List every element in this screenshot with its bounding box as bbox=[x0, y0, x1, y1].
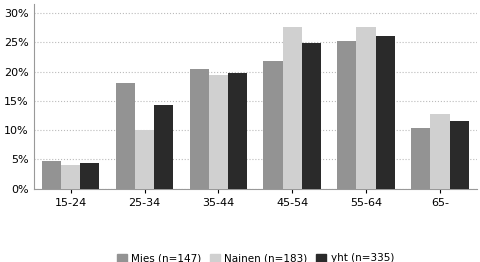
Bar bbox=[228, 73, 247, 189]
Legend: Mies (n=147), Nainen (n=183), yht (n=335): Mies (n=147), Nainen (n=183), yht (n=335… bbox=[112, 249, 397, 262]
Bar bbox=[301, 43, 320, 189]
Bar bbox=[282, 27, 301, 189]
Bar bbox=[154, 105, 173, 189]
Bar bbox=[410, 128, 430, 189]
Bar bbox=[375, 36, 394, 189]
Bar bbox=[449, 121, 468, 189]
Bar bbox=[336, 41, 356, 189]
Bar bbox=[61, 165, 80, 189]
Bar bbox=[208, 75, 228, 189]
Bar bbox=[80, 163, 99, 189]
Bar bbox=[430, 114, 449, 189]
Bar bbox=[189, 69, 208, 189]
Bar bbox=[135, 130, 154, 189]
Bar bbox=[263, 61, 282, 189]
Bar bbox=[116, 83, 135, 189]
Bar bbox=[42, 161, 61, 189]
Bar bbox=[356, 27, 375, 189]
